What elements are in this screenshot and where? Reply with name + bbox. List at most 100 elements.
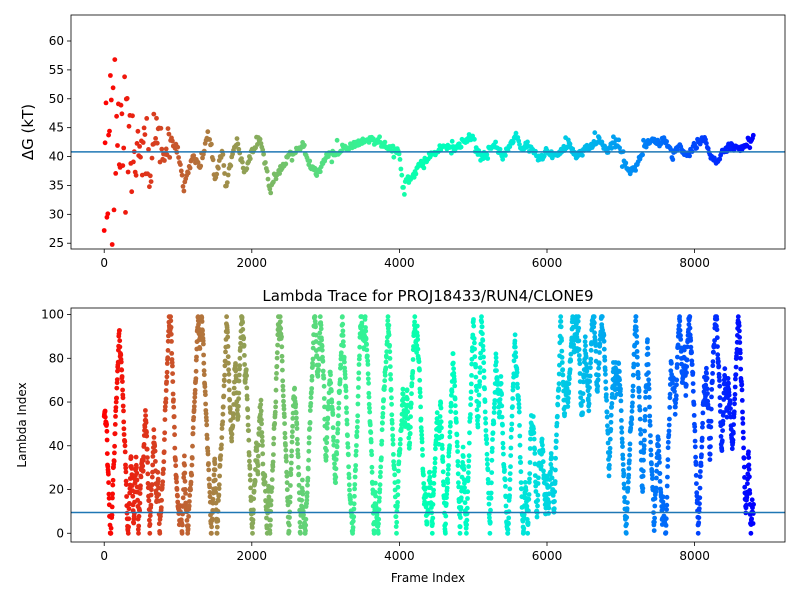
lambda-point	[387, 364, 393, 369]
lambda-point	[203, 411, 209, 416]
lambda-point	[531, 426, 536, 432]
lambda-point	[380, 420, 385, 426]
lambda-point	[417, 377, 423, 383]
lambda-point	[346, 471, 352, 477]
lambda-point	[110, 482, 116, 488]
lambda-point	[527, 471, 533, 476]
lambda-point	[726, 392, 732, 398]
lambda-point	[229, 438, 235, 444]
lambda-point	[110, 495, 115, 501]
lambda-point	[743, 502, 749, 508]
lambda-point	[191, 407, 197, 413]
lambda-point	[324, 448, 329, 453]
delta-g-point	[302, 142, 307, 148]
lambda-point	[567, 376, 572, 382]
lambda-point	[649, 461, 654, 467]
delta-g-point	[240, 159, 245, 165]
lambda-point	[666, 432, 672, 438]
lambda-point	[192, 394, 198, 400]
lambda-point	[343, 384, 349, 390]
lambda-point	[365, 358, 371, 364]
lambda-point	[212, 456, 218, 462]
lambda-point	[226, 360, 231, 366]
lambda-point	[619, 418, 624, 423]
lambda-point	[444, 491, 450, 497]
delta-g-point	[131, 159, 136, 165]
delta-g-point	[258, 141, 264, 146]
lambda-point	[419, 432, 425, 438]
lambda-point	[227, 397, 233, 403]
lambda-point	[346, 475, 352, 481]
delta-g-point	[402, 192, 407, 197]
lambda-point	[691, 413, 697, 418]
lambda-point	[364, 342, 369, 347]
delta-g-point	[633, 168, 638, 173]
lambda-point	[219, 442, 224, 448]
delta-g-point	[260, 147, 266, 153]
lambda-point	[258, 402, 264, 407]
lambda-point	[134, 470, 140, 476]
delta-g-point	[277, 171, 282, 176]
lambda-point	[466, 453, 472, 459]
lambda-point	[288, 472, 294, 478]
lambda-point	[269, 485, 275, 491]
lambda-point	[239, 314, 245, 320]
lambda-point	[120, 403, 126, 409]
lambda-point	[170, 379, 176, 384]
delta-g-point	[162, 158, 167, 163]
lambda-point	[287, 515, 292, 520]
lambda-point	[620, 452, 626, 458]
lambda-point	[443, 521, 448, 527]
lambda-point	[605, 440, 611, 446]
lambda-point	[627, 458, 632, 463]
lambda-point	[386, 322, 392, 328]
lambda-point	[512, 338, 518, 344]
lambda-point	[102, 414, 108, 420]
lambda-point	[652, 519, 657, 525]
delta-g-point	[112, 57, 118, 62]
lambda-point	[692, 424, 698, 430]
lambda-point	[488, 495, 494, 501]
delta-g-point	[222, 171, 228, 176]
lambda-point	[425, 507, 431, 513]
lambda-point	[248, 485, 254, 491]
lambda-point	[578, 403, 584, 408]
delta-g-point	[118, 102, 124, 108]
delta-g-x-tick-label: 8000	[679, 256, 710, 270]
lambda-point	[455, 459, 461, 464]
delta-g-point	[263, 160, 268, 165]
lambda-point	[580, 410, 585, 416]
lambda-point	[430, 515, 436, 521]
lambda-point	[289, 453, 294, 459]
lambda-point	[278, 326, 284, 331]
lambda-point	[508, 445, 514, 451]
lambda-point	[397, 446, 403, 452]
lambda-point	[354, 434, 360, 440]
lambda-point	[201, 352, 207, 358]
delta-g-point	[230, 151, 236, 157]
lambda-point	[410, 369, 416, 374]
lambda-point	[415, 333, 420, 339]
lambda-point	[548, 469, 553, 475]
lambda-point	[406, 435, 412, 441]
lambda-point	[165, 355, 171, 361]
lambda-point	[310, 356, 316, 362]
lambda-point	[633, 318, 638, 324]
lambda-point	[603, 379, 609, 385]
lambda-point	[112, 443, 117, 449]
lambda-point	[204, 422, 210, 428]
lambda-point	[472, 346, 477, 352]
lambda-point	[199, 319, 205, 324]
lambda-point	[382, 372, 388, 378]
lambda-point	[626, 466, 632, 471]
lambda-point	[147, 513, 153, 519]
lambda-point	[220, 411, 226, 417]
lambda-point	[282, 435, 288, 441]
delta-g-point	[314, 173, 320, 179]
lambda-point	[722, 366, 728, 372]
lambda-point	[485, 477, 491, 482]
lambda-point	[409, 391, 414, 397]
lambda-point	[240, 327, 246, 332]
lambda-point	[372, 489, 378, 495]
lambda-point	[321, 375, 327, 381]
